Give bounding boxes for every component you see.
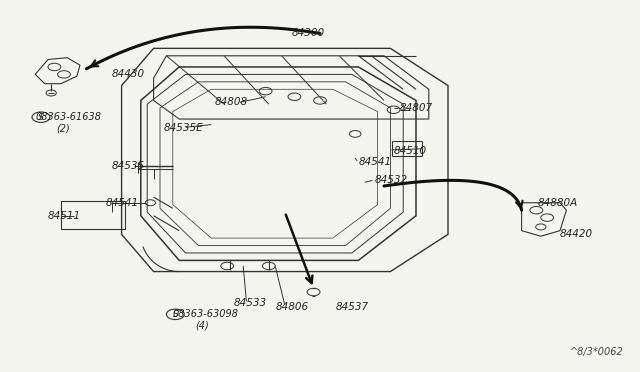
Text: 84533: 84533 <box>234 298 267 308</box>
Text: S: S <box>173 310 178 319</box>
Text: 84808: 84808 <box>214 97 248 107</box>
Text: 84807: 84807 <box>400 103 433 113</box>
Text: 84430: 84430 <box>112 70 145 79</box>
Text: S: S <box>38 113 44 122</box>
Text: 84535: 84535 <box>112 161 145 170</box>
Text: ^8/3*0062: ^8/3*0062 <box>570 347 624 356</box>
Text: 08363-61638: 08363-61638 <box>35 112 101 122</box>
Text: 84300: 84300 <box>291 29 324 38</box>
Text: 84510: 84510 <box>394 146 427 155</box>
Text: (2): (2) <box>56 124 70 133</box>
Text: 08363-63098: 08363-63098 <box>173 310 239 319</box>
Text: 84880A: 84880A <box>538 198 578 208</box>
Text: 84806: 84806 <box>275 302 308 312</box>
Text: 84541: 84541 <box>106 198 139 208</box>
Text: 84541: 84541 <box>358 157 392 167</box>
Text: 84511: 84511 <box>48 211 81 221</box>
Text: 84420: 84420 <box>560 230 593 239</box>
Text: (4): (4) <box>195 321 209 330</box>
Text: 84535E: 84535E <box>163 124 203 133</box>
Bar <box>61 201 125 229</box>
Text: 84537: 84537 <box>336 302 369 312</box>
Text: 84532: 84532 <box>374 176 408 185</box>
